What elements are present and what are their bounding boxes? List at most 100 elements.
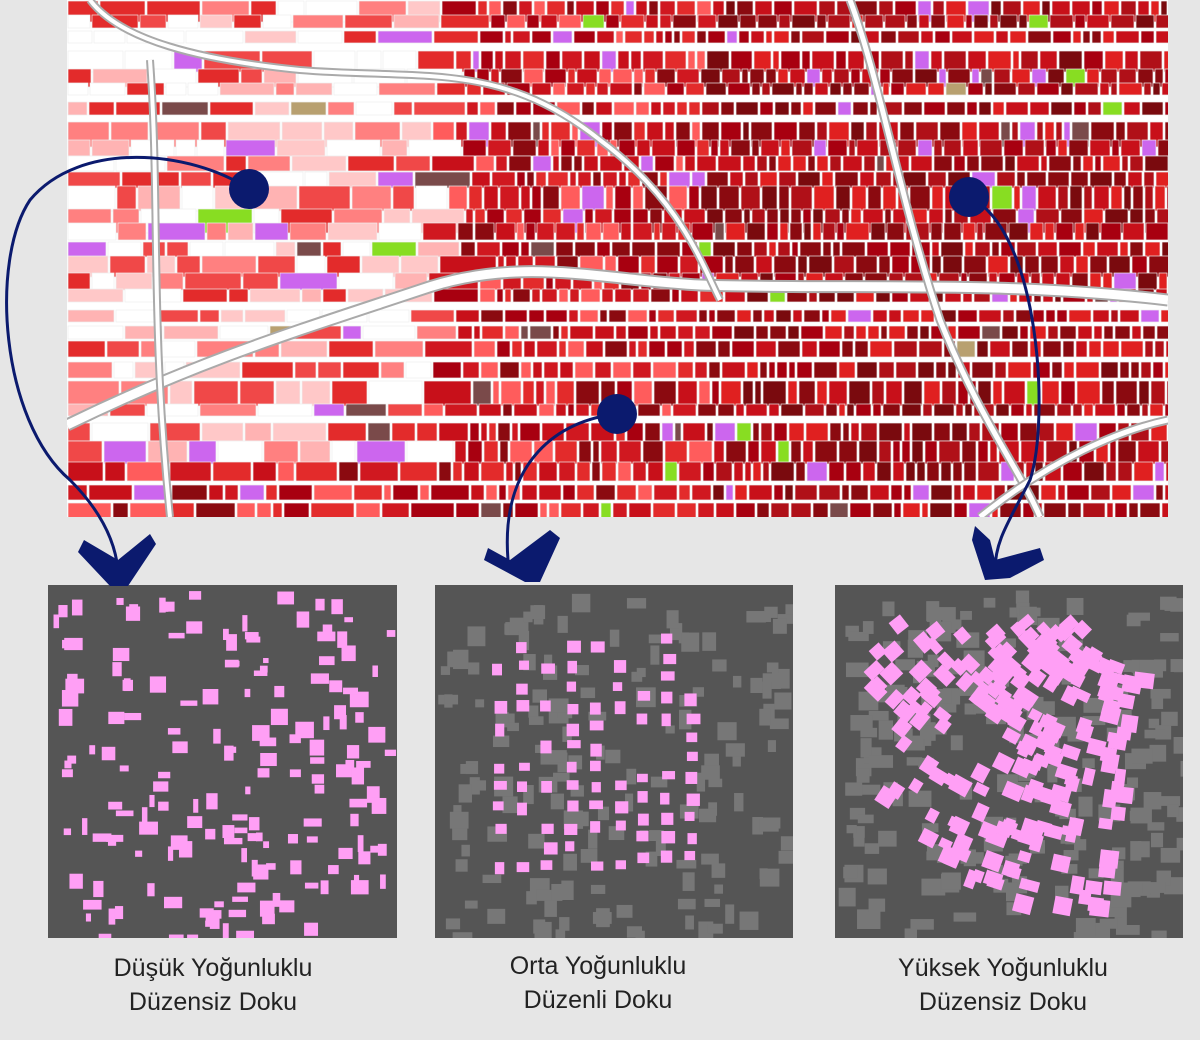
parcel <box>882 403 901 417</box>
parcel <box>827 139 848 157</box>
building <box>244 632 259 640</box>
building <box>590 861 604 871</box>
building <box>684 850 696 861</box>
parcel <box>423 403 444 417</box>
parcel <box>1029 101 1050 116</box>
parcel <box>993 82 1017 96</box>
building <box>494 700 508 714</box>
building <box>989 664 1014 688</box>
parcel <box>953 155 966 172</box>
building <box>1039 638 1060 659</box>
road <box>67 267 1168 430</box>
building <box>106 834 124 842</box>
parcel <box>869 101 878 116</box>
parcel <box>1016 171 1026 189</box>
parcel <box>1143 171 1155 189</box>
parcel <box>378 222 422 241</box>
parcel <box>1138 380 1150 407</box>
parcel <box>818 484 841 501</box>
building <box>968 687 987 706</box>
building-context <box>868 898 886 912</box>
building-context <box>1075 918 1096 937</box>
building-context <box>590 884 606 894</box>
parcel <box>1008 222 1029 241</box>
parcel <box>856 139 879 157</box>
building-context <box>553 772 570 782</box>
building <box>662 771 676 780</box>
parcel <box>301 288 322 303</box>
parcel <box>574 241 596 258</box>
parcel <box>1010 403 1025 417</box>
parcel <box>967 82 984 96</box>
building-context <box>1115 925 1140 935</box>
parcel <box>367 422 391 442</box>
parcel <box>161 101 209 116</box>
parcel <box>488 422 497 442</box>
parcel <box>567 403 575 417</box>
parcel <box>500 380 522 407</box>
building-context <box>1131 748 1153 764</box>
parcel <box>455 121 468 148</box>
parcel <box>520 325 529 340</box>
parcel <box>272 502 283 517</box>
parcel <box>1155 484 1164 501</box>
building <box>959 653 981 675</box>
parcel <box>661 422 674 442</box>
parcel <box>1032 361 1051 379</box>
parcel <box>199 14 233 29</box>
parcel <box>225 155 247 172</box>
building <box>1120 714 1139 734</box>
parcel <box>1016 155 1040 172</box>
building <box>248 817 260 831</box>
parcel <box>552 325 560 340</box>
parcel <box>652 361 677 379</box>
building <box>61 769 73 778</box>
building <box>58 605 68 618</box>
parcel <box>436 82 466 96</box>
building-context <box>530 605 546 620</box>
parcel <box>1069 185 1083 212</box>
parcel <box>1003 139 1024 157</box>
parcel <box>974 241 991 258</box>
building-context <box>739 911 759 930</box>
building <box>114 906 124 920</box>
building-context <box>878 830 897 847</box>
parcel <box>392 185 415 212</box>
building-context <box>766 662 779 673</box>
parcel <box>224 484 239 501</box>
parcel <box>474 222 495 241</box>
building <box>108 711 125 725</box>
parcel <box>632 185 644 212</box>
parcel <box>751 82 761 96</box>
building <box>344 617 354 623</box>
parcel <box>760 422 773 442</box>
building-context <box>682 872 695 891</box>
parcel <box>424 340 473 358</box>
building-context <box>1088 868 1104 879</box>
parcel <box>278 484 313 501</box>
building <box>636 830 649 842</box>
parcel <box>455 309 480 323</box>
building <box>224 745 234 761</box>
parcel <box>228 288 249 303</box>
parcel <box>520 241 530 258</box>
parcel <box>257 403 313 417</box>
parcel <box>355 101 393 116</box>
parcel <box>1113 171 1127 189</box>
parcel <box>931 185 944 212</box>
building <box>590 743 602 757</box>
building-context <box>1015 590 1030 604</box>
parcel <box>565 422 590 442</box>
road <box>88 0 722 301</box>
building-context <box>502 796 518 814</box>
parcel <box>923 101 946 116</box>
building <box>924 807 940 824</box>
building <box>334 705 347 720</box>
parcel <box>902 171 927 189</box>
building-context <box>908 790 932 807</box>
parcel <box>890 484 903 501</box>
parcel <box>698 309 708 323</box>
building <box>901 685 922 706</box>
markers <box>229 169 989 434</box>
parcel <box>717 340 731 358</box>
